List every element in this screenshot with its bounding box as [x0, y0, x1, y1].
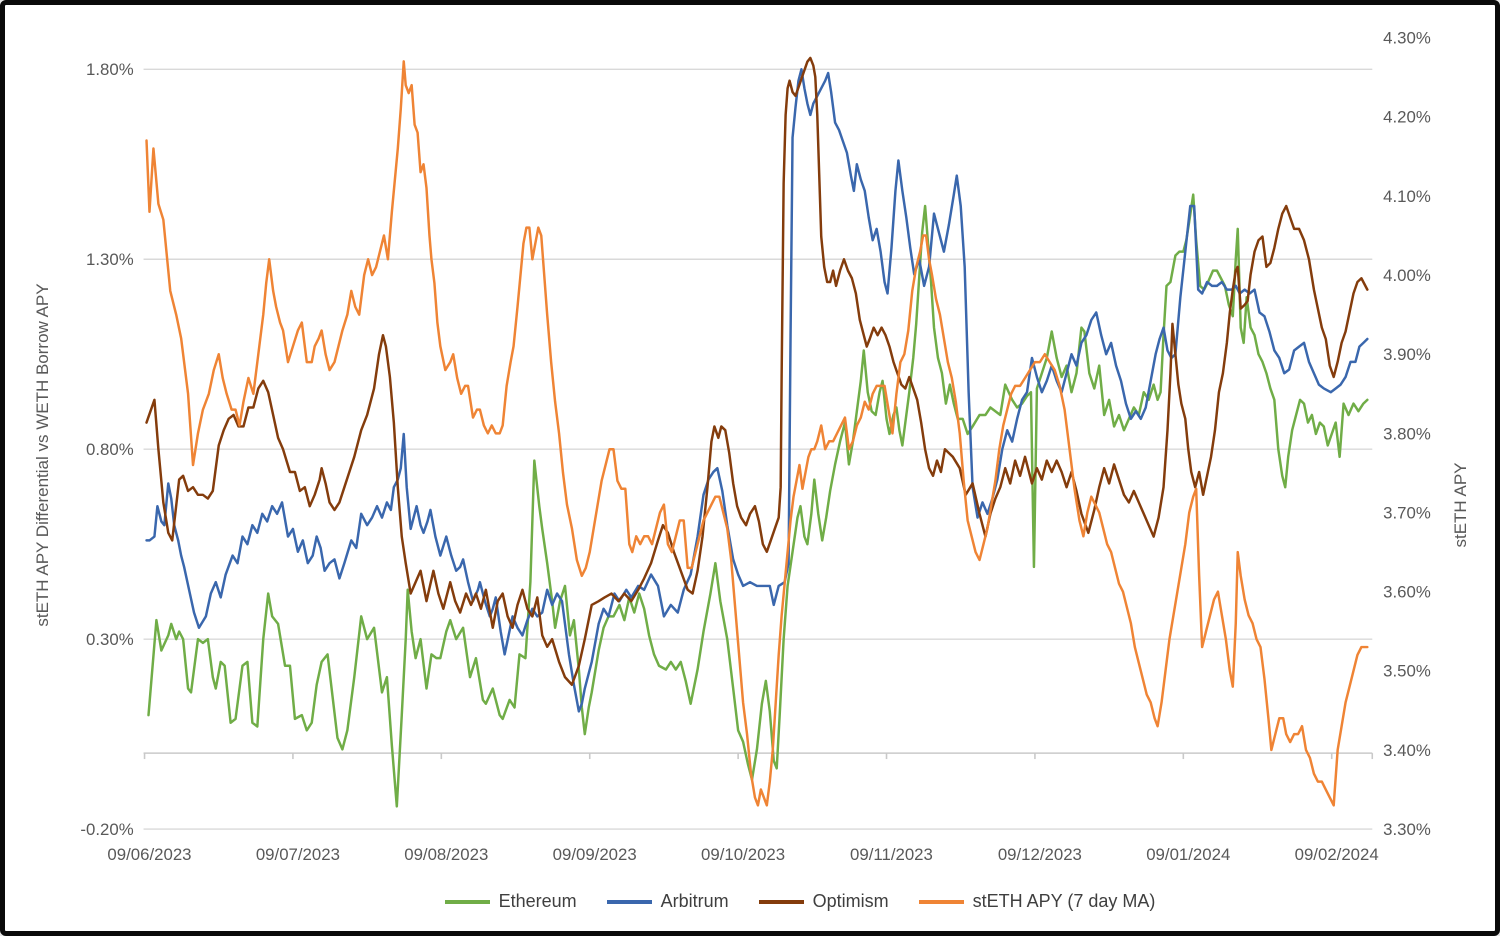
series-line-optimism — [145, 56, 1369, 686]
left-axis-tick-label: 0.80% — [86, 440, 134, 459]
legend-swatch-icon — [758, 899, 804, 904]
right-axis-tick-label: 3.40% — [1383, 741, 1431, 760]
left-axis-tick-label: 1.80% — [86, 60, 134, 79]
legend-swatch-icon — [444, 899, 490, 904]
gridlines — [143, 68, 1373, 830]
x-axis-tick-labels: 09/06/2023 09/07/2023 09/08/2023 09/09/2023… — [107, 845, 1378, 864]
legend-swatch-icon — [918, 899, 964, 904]
left-axis-tick-label: -0.20% — [80, 820, 133, 839]
left-axis-tick-labels: 1.80% 1.30% 0.80% 0.30% -0.20% — [80, 60, 133, 839]
right-axis-tick-label: 3.50% — [1383, 662, 1431, 681]
x-axis-tick-label: 09/08/2023 — [404, 845, 488, 864]
right-axis-tick-label: 3.70% — [1383, 503, 1431, 522]
x-axis-tick-label: 09/10/2023 — [701, 845, 785, 864]
legend-label: Optimism — [812, 891, 889, 911]
legend-item-steth-apy-7-day-ma-: stETH APY (7 day MA) — [918, 891, 1156, 912]
left-axis-tick-label: 0.30% — [86, 630, 134, 649]
chart-canvas: 1.80% 1.30% 0.80% 0.30% -0.20% 4.30% 4.20% 4.1… — [80, 29, 1431, 864]
axes — [143, 752, 1374, 760]
series-lines — [145, 56, 1369, 808]
x-axis-tick-label: 09/12/2023 — [998, 845, 1082, 864]
right-axis-tick-label: 4.10% — [1383, 187, 1431, 206]
right-axis-tick-label: 4.20% — [1383, 108, 1431, 127]
x-axis-tick-label: 09/06/2023 — [107, 845, 191, 864]
legend-label: Arbitrum — [660, 891, 729, 911]
left-axis-title: stETH APY Differential vs WETH Borrow AP… — [33, 283, 52, 627]
x-axis-tick-label: 09/07/2023 — [256, 845, 340, 864]
left-axis-tick-label: 1.30% — [86, 250, 134, 269]
legend-swatch-icon — [606, 899, 652, 904]
series-line-ethereum — [147, 193, 1369, 808]
right-axis-tick-label: 4.00% — [1383, 266, 1431, 285]
legend-item-optimism: Optimism — [758, 891, 889, 912]
right-axis-tick-labels: 4.30% 4.20% 4.10% 4.00% 3.90% 3.80% 3.70% 3.60%… — [1383, 29, 1431, 839]
right-axis-title: stETH APY — [1451, 462, 1470, 548]
legend-item-arbitrum: Arbitrum — [606, 891, 729, 912]
right-axis-tick-label: 3.60% — [1383, 583, 1431, 602]
x-axis-tick-label: 09/01/2024 — [1146, 845, 1230, 864]
right-axis-tick-label: 3.80% — [1383, 424, 1431, 443]
x-axis-tick-label: 09/09/2023 — [553, 845, 637, 864]
right-axis-tick-label: 3.30% — [1383, 820, 1431, 839]
legend-item-ethereum: Ethereum — [444, 891, 577, 912]
series-line-arbitrum — [145, 68, 1369, 713]
x-axis-tick-label: 09/11/2023 — [850, 845, 933, 864]
right-axis-tick-label: 4.30% — [1383, 29, 1431, 48]
x-axis-tick-label: 09/02/2024 — [1295, 845, 1379, 864]
legend: Ethereum Arbitrum Optimism stETH APY (7 day… — [145, 891, 1455, 912]
legend-label: Ethereum — [498, 891, 577, 911]
legend-label: stETH APY (7 day MA) — [972, 891, 1156, 911]
right-axis-tick-label: 3.90% — [1383, 345, 1431, 364]
series-line-steth-apy-7-day-ma- — [145, 60, 1369, 807]
